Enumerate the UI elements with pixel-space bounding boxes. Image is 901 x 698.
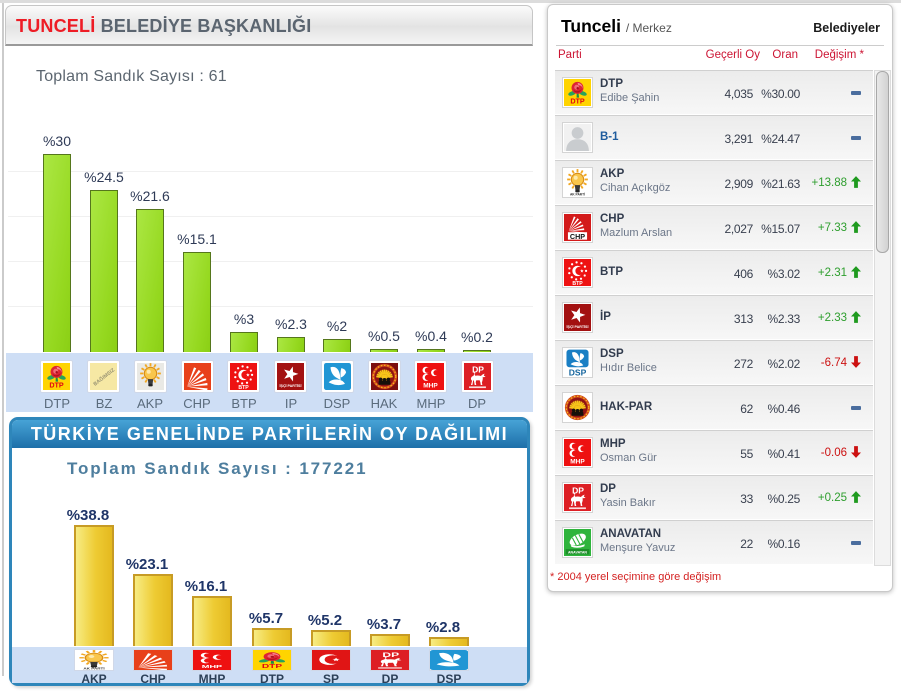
svg-text:DP: DP [382, 652, 399, 659]
svg-text:DTP: DTP [570, 97, 585, 106]
svg-text:DTP: DTP [49, 381, 64, 390]
svg-text:ANAVATAN: ANAVATAN [568, 550, 587, 554]
svg-text:MHP: MHP [570, 459, 585, 466]
svg-text:DP: DP [572, 485, 584, 495]
svg-text:İŞÇİ PARTİSİ: İŞÇİ PARTİSİ [567, 325, 589, 329]
svg-text:İŞÇİ PARTİSİ: İŞÇİ PARTİSİ [280, 384, 302, 388]
svg-text:DP: DP [472, 364, 484, 374]
svg-text:CHP: CHP [570, 232, 585, 241]
svg-text:DSP: DSP [569, 367, 587, 376]
svg-text:BTP: BTP [572, 281, 583, 286]
svg-text:AK PARTİ: AK PARTİ [83, 667, 104, 670]
svg-text:AK PARTİ: AK PARTİ [570, 191, 585, 196]
svg-text:MHP: MHP [202, 664, 223, 670]
svg-text:BTP: BTP [238, 385, 249, 390]
svg-text:DTP: DTP [262, 664, 283, 670]
svg-text:MHP: MHP [423, 383, 438, 390]
